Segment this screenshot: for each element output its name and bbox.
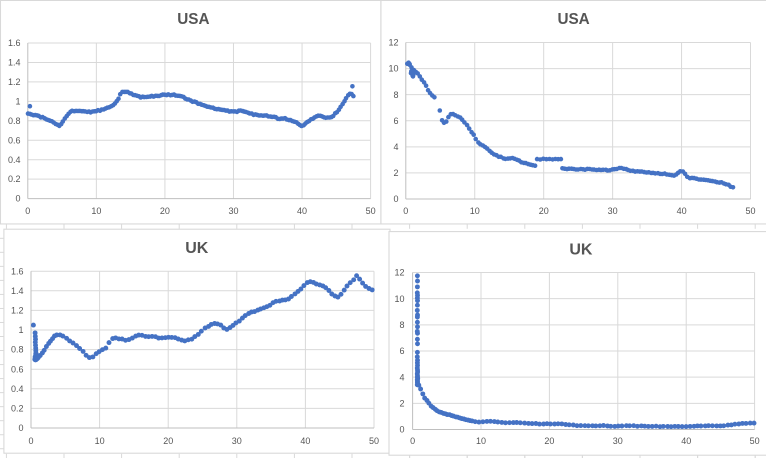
svg-text:USA: USA: [177, 11, 209, 28]
svg-text:0.4: 0.4: [11, 384, 24, 394]
svg-text:0: 0: [410, 436, 415, 446]
svg-text:1: 1: [15, 97, 20, 107]
svg-text:10: 10: [91, 206, 101, 216]
svg-text:0: 0: [18, 423, 23, 433]
svg-text:0: 0: [403, 206, 408, 216]
svg-text:50: 50: [366, 206, 376, 216]
svg-text:40: 40: [681, 436, 691, 446]
svg-text:0.8: 0.8: [8, 116, 21, 126]
svg-text:12: 12: [394, 268, 404, 278]
svg-text:4: 4: [399, 372, 404, 382]
svg-text:20: 20: [160, 206, 170, 216]
svg-text:0.6: 0.6: [11, 364, 24, 374]
svg-text:0.2: 0.2: [8, 174, 21, 184]
svg-text:12: 12: [388, 38, 398, 48]
svg-text:0: 0: [393, 194, 398, 204]
svg-text:50: 50: [745, 206, 755, 216]
svg-text:0: 0: [25, 206, 30, 216]
svg-text:4: 4: [393, 142, 398, 152]
svg-text:10: 10: [388, 64, 398, 74]
svg-text:2: 2: [399, 398, 404, 408]
svg-text:0: 0: [399, 425, 404, 435]
svg-text:1.6: 1.6: [8, 38, 21, 48]
svg-text:0.6: 0.6: [8, 135, 21, 145]
svg-text:0.4: 0.4: [8, 155, 21, 165]
svg-text:10: 10: [95, 436, 105, 446]
svg-text:0.2: 0.2: [11, 404, 24, 414]
svg-text:40: 40: [297, 206, 307, 216]
svg-text:30: 30: [613, 436, 623, 446]
svg-text:6: 6: [393, 116, 398, 126]
svg-text:30: 30: [228, 206, 238, 216]
svg-text:1: 1: [18, 325, 23, 335]
svg-text:6: 6: [399, 346, 404, 356]
svg-text:1.4: 1.4: [8, 58, 21, 68]
svg-text:USA: USA: [557, 11, 589, 28]
svg-text:50: 50: [369, 436, 379, 446]
svg-text:1.4: 1.4: [11, 286, 24, 296]
svg-text:40: 40: [300, 436, 310, 446]
svg-text:8: 8: [399, 320, 404, 330]
svg-text:10: 10: [394, 294, 404, 304]
svg-text:0: 0: [15, 194, 20, 204]
svg-text:1.2: 1.2: [8, 77, 21, 87]
svg-text:50: 50: [750, 436, 760, 446]
svg-text:30: 30: [608, 206, 618, 216]
svg-text:20: 20: [544, 436, 554, 446]
svg-text:UK: UK: [569, 242, 593, 259]
svg-text:1.2: 1.2: [11, 306, 24, 316]
svg-text:2: 2: [393, 168, 398, 178]
svg-text:8: 8: [393, 90, 398, 100]
svg-text:1.6: 1.6: [11, 266, 24, 276]
svg-text:UK: UK: [185, 240, 209, 257]
svg-text:10: 10: [470, 206, 480, 216]
svg-text:40: 40: [677, 206, 687, 216]
svg-text:20: 20: [163, 436, 173, 446]
svg-text:20: 20: [539, 206, 549, 216]
svg-text:0.8: 0.8: [11, 345, 24, 355]
svg-text:10: 10: [476, 436, 486, 446]
svg-text:30: 30: [232, 436, 242, 446]
svg-text:0: 0: [28, 436, 33, 446]
